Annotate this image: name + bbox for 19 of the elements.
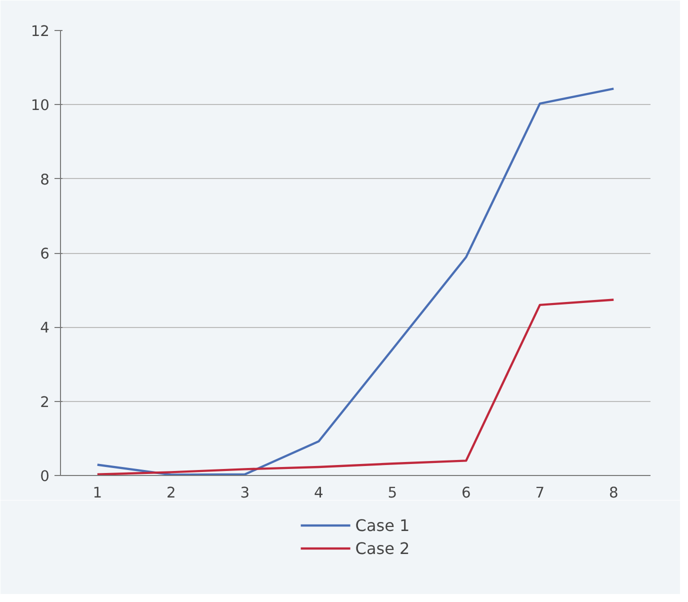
line-series bbox=[96, 298, 615, 476]
line-series bbox=[96, 88, 615, 476]
x-tick-label: 1 bbox=[92, 484, 102, 502]
x-tick-label: 5 bbox=[388, 484, 398, 502]
y-tick-label: 12 bbox=[30, 23, 50, 40]
x-tick-label: 8 bbox=[608, 484, 618, 502]
legend-label: Case 1 bbox=[355, 516, 410, 534]
y-tick-label: 6 bbox=[40, 246, 50, 262]
y-tick-label: 10 bbox=[30, 97, 50, 114]
x-tick-label: 7 bbox=[535, 484, 545, 502]
y-tick-label: 0 bbox=[40, 468, 50, 485]
x-tick-label: 3 bbox=[240, 484, 250, 502]
x-tick-label: 6 bbox=[461, 484, 471, 502]
y-tick-label: 2 bbox=[40, 394, 50, 411]
x-tick-label: 4 bbox=[314, 484, 324, 502]
x-tick-label: 2 bbox=[166, 484, 176, 502]
y-tick-label: 4 bbox=[40, 320, 50, 337]
legend-label: Case 2 bbox=[355, 538, 410, 558]
y-tick-label: 8 bbox=[40, 171, 50, 188]
